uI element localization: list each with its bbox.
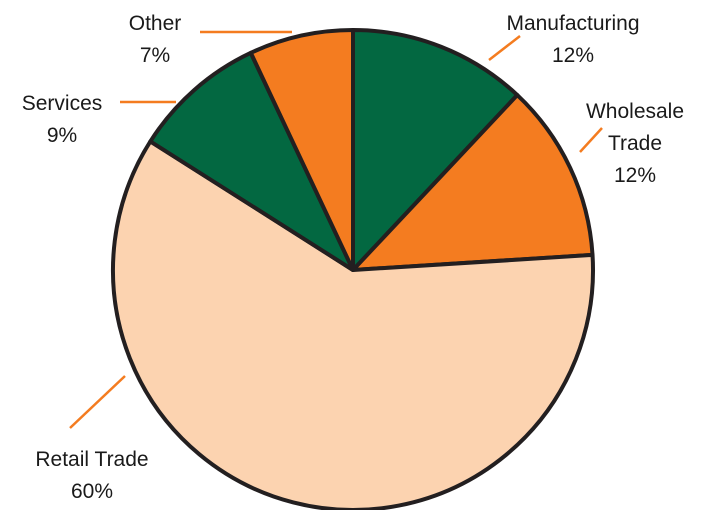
slice-label-retail-trade: Retail Trade 60% [35,448,148,503]
slice-label-manufacturing: Manufacturing 12% [506,12,639,67]
leader-line-manufacturing [488,35,521,61]
slice-value-wholesale-trade: 12% [614,164,656,187]
pie-slice-wholesale-trade [351,93,595,272]
leader-lines [69,30,603,429]
slice-value-other: 7% [140,44,170,67]
leader-line-retail-trade [69,375,126,429]
slice-value-services: 9% [47,124,77,147]
pie-slice-manufacturing [351,28,520,272]
slice-name-wholesale-trade: Wholesale [586,100,684,123]
slice-label-services: Services 9% [22,92,103,147]
slice-label-other: Other 7% [129,12,182,67]
slice-name-other: Other [129,12,182,35]
slice-name-manufacturing: Manufacturing [506,12,639,35]
slice-value-retail-trade: 60% [71,480,113,503]
slice-label-wholesale-trade: Wholesale Trade 12% [586,100,684,187]
slice-name-wholesale-trade: Trade [608,132,662,155]
slice-value-manufacturing: 12% [552,44,594,67]
slice-name-services: Services [22,92,103,115]
slice-name-retail-trade: Retail Trade [35,448,148,471]
leader-line-wholesale-trade [579,127,603,153]
slice-labels: Manufacturing 12% Wholesale Trade 12% Retail … [22,12,684,503]
pie-slice-other [248,28,355,272]
pie-slice-retail-trade [111,139,595,510]
pie-slice-services [148,50,355,272]
pie-slices [111,28,595,510]
